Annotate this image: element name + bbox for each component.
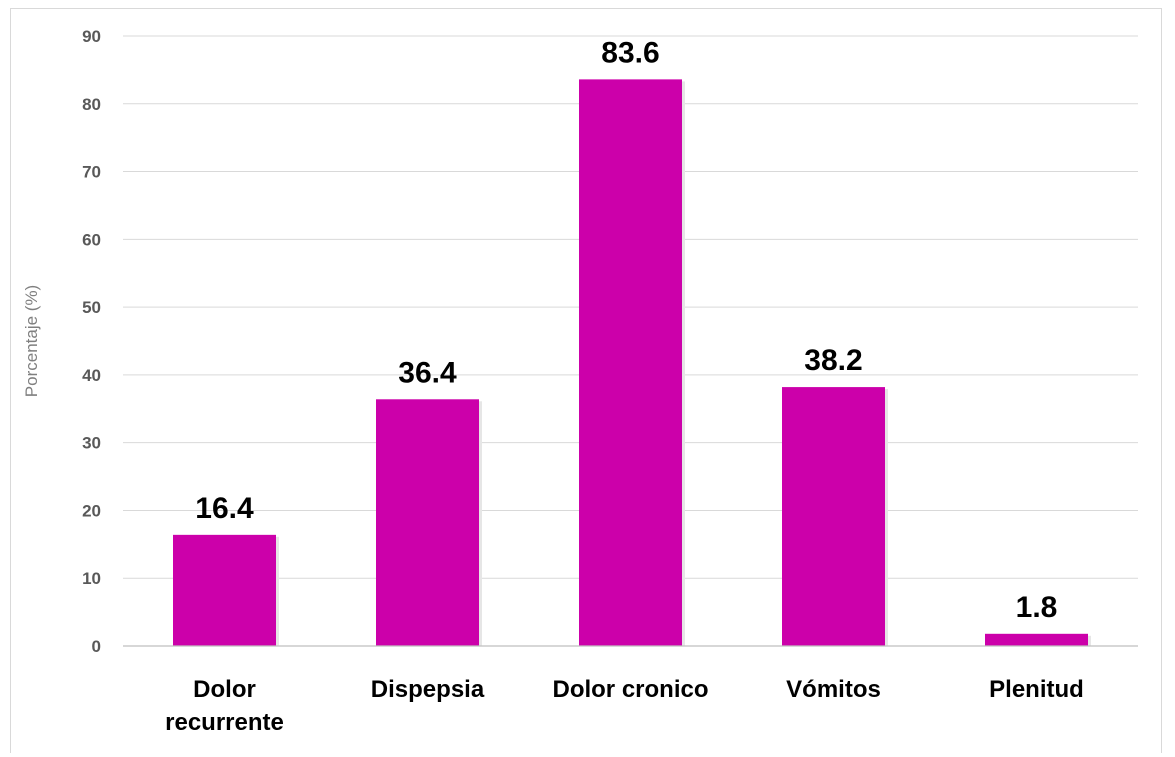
data-label: 38.2	[804, 344, 862, 377]
y-tick-label: 60	[82, 230, 101, 249]
bar	[782, 387, 885, 646]
bar	[985, 633, 1088, 646]
y-tick-label: 30	[82, 434, 101, 453]
bars	[173, 79, 1091, 646]
data-label: 83.6	[601, 36, 659, 69]
y-axis-label: Porcentaje (%)	[22, 285, 41, 397]
x-category-label: Dolor recurrente	[165, 676, 284, 736]
y-tick-label: 20	[82, 501, 101, 520]
bar	[173, 534, 276, 646]
y-tick-label: 90	[82, 27, 101, 46]
bar	[376, 399, 479, 646]
x-category-label: Vómitos	[786, 676, 881, 703]
y-tick-label: 80	[82, 95, 101, 114]
x-category-line: Dispepsia	[371, 676, 485, 703]
x-category-label: Dolor cronico	[552, 676, 708, 703]
x-category-line: recurrente	[165, 709, 284, 736]
y-tick-label: 50	[82, 298, 101, 317]
bar	[579, 79, 682, 646]
data-label: 1.8	[1016, 591, 1058, 624]
y-axis-ticks: 0 10 20 30 40 50 60 70 80 90	[82, 27, 101, 656]
x-category-line: Dolor	[193, 676, 256, 703]
y-tick-label: 70	[82, 163, 101, 182]
x-category-line: Vómitos	[786, 676, 881, 703]
y-tick-label: 10	[82, 569, 101, 588]
data-label: 16.4	[195, 492, 254, 525]
chart-frame	[10, 8, 1162, 753]
x-axis-categories: Dolor recurrente Dispepsia Dolor cronico Vóm…	[165, 676, 1084, 736]
x-category-line: Dolor cronico	[552, 676, 708, 703]
y-tick-label: 40	[82, 366, 101, 385]
data-labels: 16.4 36.4 83.6 38.2 1.8	[195, 36, 1057, 623]
x-category-line: Plenitud	[989, 676, 1084, 703]
data-label: 36.4	[398, 356, 457, 389]
y-tick-label: 0	[92, 637, 101, 656]
x-category-label: Plenitud	[989, 676, 1084, 703]
x-category-label: Dispepsia	[371, 676, 485, 703]
